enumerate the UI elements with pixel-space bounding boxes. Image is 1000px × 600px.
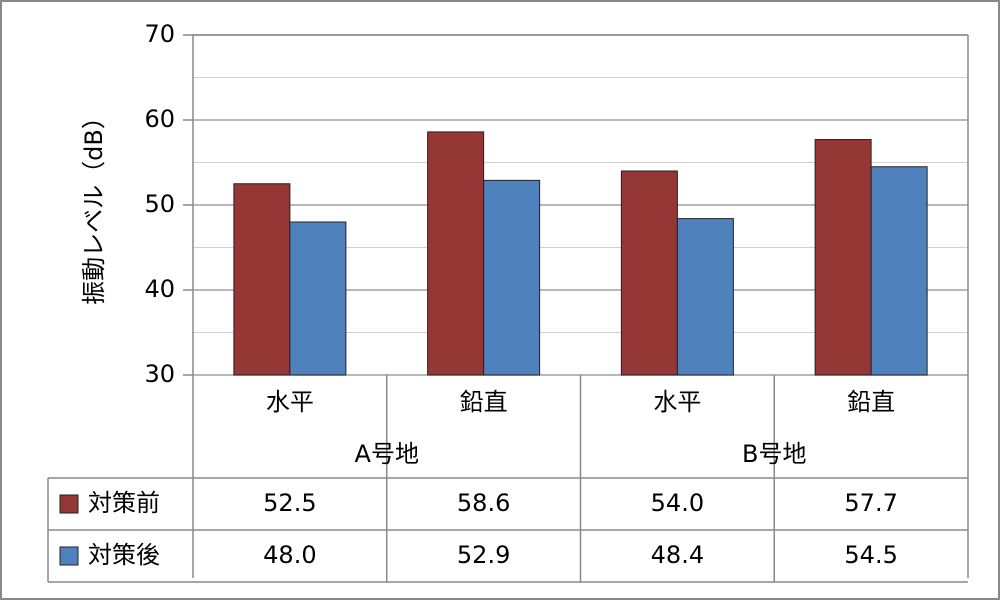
y-tick-label: 30 (144, 360, 175, 388)
y-tick-label: 40 (144, 275, 175, 303)
legend-label: 対策前 (88, 489, 160, 517)
bar (289, 221, 347, 376)
x-tick-label: 鉛直 (460, 388, 508, 416)
table-value: 48.0 (263, 541, 316, 569)
bar (870, 166, 928, 376)
y-tick-label: 60 (144, 105, 175, 133)
bar (483, 179, 541, 376)
x-tick-label: 鉛直 (847, 388, 895, 416)
legend-swatch (59, 546, 79, 566)
bar (676, 218, 734, 376)
table-value: 54.5 (844, 541, 897, 569)
legend-label: 対策後 (88, 541, 160, 569)
y-axis-label: 振動レベル（dB） (80, 105, 108, 305)
bar (814, 139, 872, 376)
table-value: 52.5 (263, 489, 316, 517)
x-tick-label: 水平 (266, 388, 314, 416)
group-label: B号地 (742, 440, 806, 468)
bar (620, 170, 678, 376)
bar (233, 183, 291, 376)
bar (427, 131, 485, 376)
table-value: 52.9 (457, 541, 510, 569)
y-tick-label: 50 (144, 190, 175, 218)
table-value: 48.4 (651, 541, 704, 569)
table-value: 57.7 (844, 489, 897, 517)
table-value: 58.6 (457, 489, 510, 517)
legend-swatch (59, 494, 79, 514)
table-value: 54.0 (651, 489, 704, 517)
y-tick-label: 70 (144, 20, 175, 48)
x-tick-label: 水平 (653, 388, 701, 416)
group-label: A号地 (355, 440, 419, 468)
